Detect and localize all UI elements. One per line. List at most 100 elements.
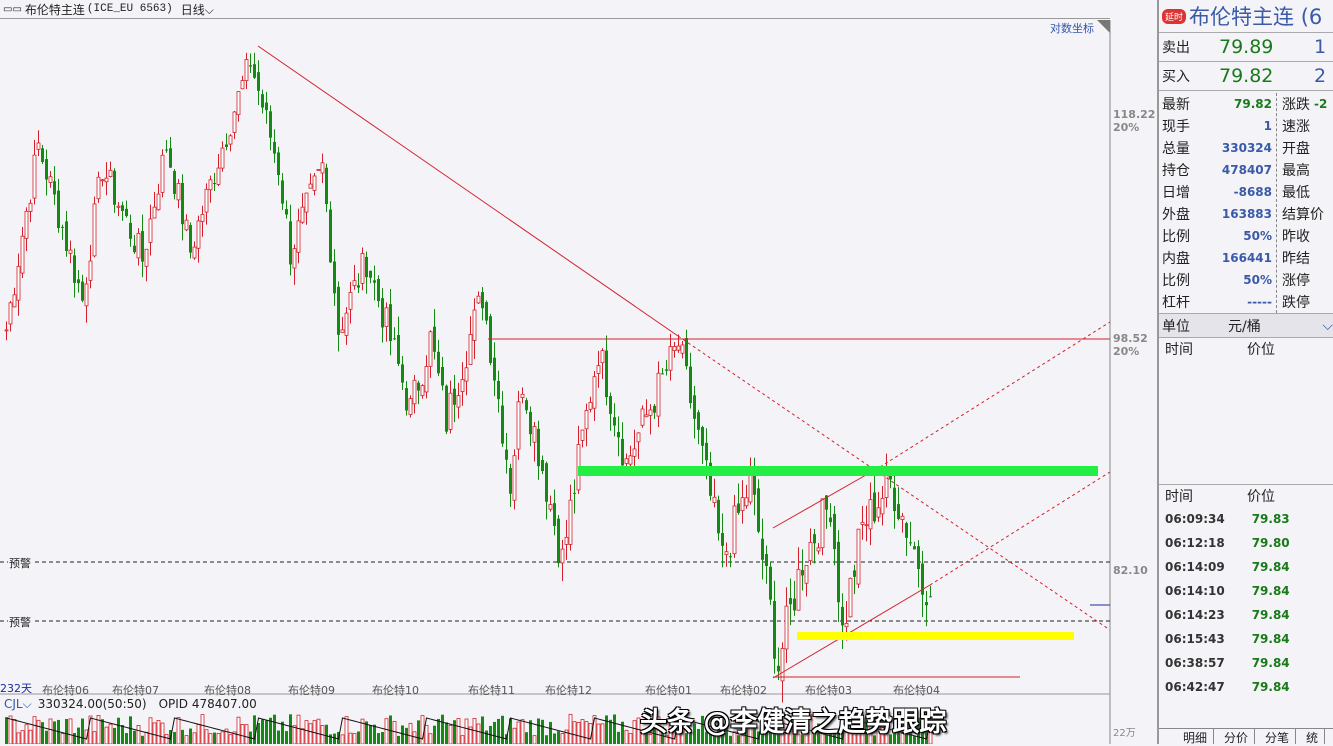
tick-price: 79.84 bbox=[1251, 560, 1290, 574]
volume-bar bbox=[529, 720, 532, 744]
quote-row: 跌停 bbox=[1277, 291, 1331, 313]
tick-row: 06:14:10 79.84 bbox=[1159, 579, 1333, 603]
indicator-select[interactable]: CJL⌵ bbox=[4, 697, 32, 712]
period-select[interactable]: 日线⌵ bbox=[181, 1, 214, 18]
candle-body bbox=[740, 497, 745, 512]
candle-body bbox=[844, 623, 849, 628]
volume-bar bbox=[41, 722, 44, 744]
candle-body bbox=[369, 270, 372, 278]
volume-bar bbox=[801, 734, 804, 744]
volume-bar bbox=[701, 715, 704, 744]
volume-bar bbox=[125, 733, 128, 744]
candle-body bbox=[793, 598, 796, 611]
candle-body bbox=[192, 246, 197, 259]
candle-body bbox=[357, 285, 360, 288]
volume-bar bbox=[560, 732, 565, 744]
candle-body bbox=[77, 279, 80, 284]
candle-body bbox=[300, 206, 305, 223]
candle-body bbox=[864, 524, 869, 527]
volume-bar bbox=[732, 731, 737, 744]
volume-bar bbox=[20, 730, 25, 744]
days-count: 232天 bbox=[0, 682, 32, 695]
volume-bar bbox=[329, 734, 332, 744]
candle-body bbox=[36, 142, 41, 150]
quote-row: 涨停 bbox=[1277, 269, 1331, 291]
volume-bar bbox=[28, 729, 33, 744]
volume-bar bbox=[664, 735, 669, 744]
unit-select[interactable]: 单位 元/桶 ⌵ bbox=[1159, 314, 1333, 338]
candle-body bbox=[312, 175, 317, 191]
kline-chart[interactable] bbox=[0, 0, 1157, 744]
quote-key: 外盘 bbox=[1162, 207, 1190, 223]
axis-label-98: 98.52 20% bbox=[1113, 332, 1148, 358]
warning-label[interactable]: 预警 bbox=[8, 555, 32, 571]
candle-body bbox=[32, 154, 37, 199]
volume-bar bbox=[817, 723, 820, 744]
candle-body bbox=[460, 379, 465, 393]
log-scale-toggle[interactable]: 对数坐标 bbox=[1050, 22, 1094, 35]
quote-value: 50% bbox=[1243, 273, 1272, 287]
volume-bar bbox=[77, 727, 80, 744]
candle-body bbox=[476, 295, 481, 304]
volume-bar bbox=[285, 731, 288, 744]
delay-badge: 延时 bbox=[1162, 8, 1187, 24]
tab-3[interactable]: 统 bbox=[1300, 729, 1326, 745]
candle-body bbox=[917, 546, 920, 570]
volume-bar bbox=[12, 719, 17, 744]
col-price: 价位 bbox=[1247, 342, 1275, 358]
volume-bar bbox=[624, 729, 629, 744]
volume-bar bbox=[45, 730, 48, 744]
candle-body bbox=[281, 180, 284, 204]
candle-body bbox=[220, 147, 225, 169]
tick-price: 79.80 bbox=[1251, 536, 1290, 550]
candle-body bbox=[189, 225, 192, 253]
tick-price: 79.84 bbox=[1251, 656, 1290, 670]
candle-body bbox=[501, 405, 504, 444]
quote-key: 总量 bbox=[1162, 141, 1190, 157]
candle-body bbox=[721, 533, 724, 546]
tick-list[interactable]: 时间 价位 06:09:34 79.83 06:12:18 79.80 06:14:09 7… bbox=[1159, 484, 1333, 699]
candle-body bbox=[173, 171, 176, 194]
tab-1[interactable]: 分价 bbox=[1218, 729, 1256, 745]
date-label: 布伦特11 bbox=[468, 684, 515, 697]
channel-upper-extension bbox=[879, 321, 1111, 468]
buy-row: 买入 79.82 2 bbox=[1159, 62, 1333, 91]
candle-body bbox=[129, 222, 132, 239]
volume-bar bbox=[160, 722, 165, 744]
volume-bar bbox=[689, 730, 692, 744]
candle-body bbox=[505, 449, 508, 460]
volume-bar bbox=[769, 729, 772, 744]
candle-body bbox=[816, 547, 821, 552]
candle-body bbox=[333, 261, 336, 294]
candle-body bbox=[437, 351, 440, 374]
quote-row: 外盘 163883 bbox=[1159, 203, 1276, 225]
volume-bar bbox=[196, 724, 201, 744]
volume-bar bbox=[745, 714, 748, 744]
volume-ma-line bbox=[6, 717, 931, 740]
candle-body bbox=[181, 182, 184, 225]
candle-body bbox=[668, 346, 673, 371]
candle-body bbox=[125, 208, 128, 217]
volume-bar bbox=[200, 714, 205, 744]
quote-key: 开盘 bbox=[1282, 141, 1310, 157]
candle-body bbox=[621, 438, 624, 466]
volume-bar bbox=[357, 731, 360, 744]
tab-0[interactable]: 明细 bbox=[1177, 729, 1215, 745]
volume-bar bbox=[369, 725, 372, 744]
candle-body bbox=[880, 497, 885, 515]
volume-bar bbox=[420, 715, 425, 744]
col-time: 时间 bbox=[1165, 342, 1193, 358]
volume-bar bbox=[121, 724, 124, 744]
candle-body bbox=[48, 176, 53, 183]
candle-body bbox=[796, 568, 801, 611]
volume-bar bbox=[645, 729, 648, 744]
link-icon[interactable]: ▭▭ bbox=[3, 3, 22, 15]
candle-body bbox=[640, 408, 645, 426]
date-label: 布伦特08 bbox=[204, 684, 251, 697]
candle-body bbox=[929, 596, 932, 598]
warning-label[interactable]: 预警 bbox=[8, 614, 32, 630]
volume-bar bbox=[884, 731, 889, 744]
tab-2[interactable]: 分笔 bbox=[1259, 729, 1297, 745]
candle-body bbox=[325, 167, 328, 205]
drawings[interactable] bbox=[257, 45, 1111, 679]
